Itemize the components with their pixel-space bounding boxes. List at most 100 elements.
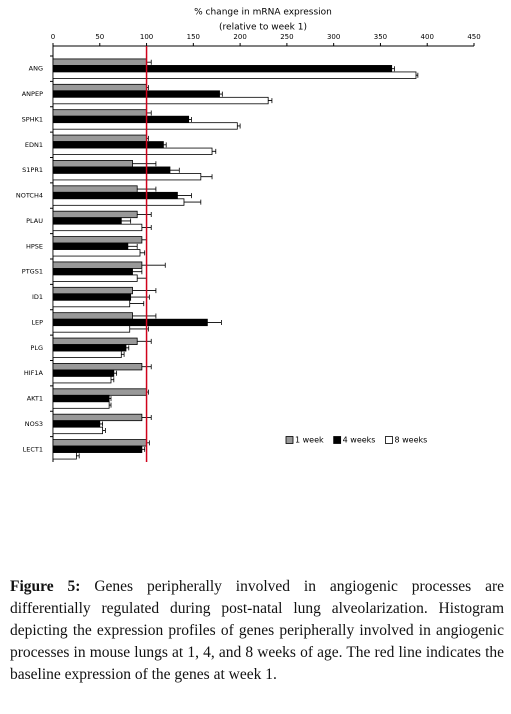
error-bar [137, 211, 152, 217]
error-bar [137, 338, 152, 344]
x-tick-label: 350 [374, 33, 387, 41]
y-tick-label: NOTCH4 [16, 192, 43, 200]
error-bar [137, 275, 147, 281]
error-bar [102, 427, 106, 433]
bar [52, 401, 110, 409]
bar [52, 344, 127, 352]
bar [52, 122, 238, 130]
bar [52, 261, 143, 269]
bar [52, 115, 190, 124]
y-tick-label: PTGS1 [22, 268, 43, 276]
x-tick-label: 250 [280, 33, 293, 41]
error-bar [200, 174, 213, 180]
error-bar [237, 123, 241, 129]
legend-swatch [385, 436, 393, 444]
y-tick-label: S1PR1 [22, 166, 43, 174]
bar [52, 71, 417, 79]
x-tick-label: 150 [187, 33, 200, 41]
bar [52, 274, 138, 282]
error-bar [132, 288, 157, 294]
caption: Figure 5: Genes peripherally involved in… [10, 576, 504, 686]
error-bar [141, 446, 146, 452]
error-bar [125, 345, 130, 351]
error-bar [391, 66, 395, 72]
error-bar [129, 301, 145, 307]
bar [52, 363, 143, 371]
error-bar [132, 161, 157, 167]
bar [52, 337, 138, 345]
bar [52, 160, 133, 168]
bar [52, 439, 147, 447]
bar [52, 445, 143, 453]
bar [52, 223, 143, 232]
bar [52, 185, 138, 193]
y-tick-label: HPSE [26, 242, 43, 250]
error-bar [129, 326, 149, 332]
error-bar [183, 199, 202, 205]
legend-label: 1 week [295, 436, 324, 445]
bar [52, 198, 185, 206]
bar [52, 388, 147, 396]
error-bar [169, 167, 180, 173]
bar [52, 394, 110, 403]
x-tick-label: 300 [327, 33, 340, 41]
y-tick-label: NOS3 [25, 420, 43, 428]
bar [52, 173, 202, 181]
chart-subtitle: (relative to week 1) [219, 23, 307, 33]
error-bar [146, 110, 152, 116]
bar [52, 58, 147, 66]
error-bar [140, 250, 146, 256]
bar [52, 210, 138, 219]
y-tick-label: PLAU [26, 217, 43, 225]
error-bar [109, 402, 112, 408]
y-tick-label: LECT1 [23, 445, 43, 453]
bar [52, 96, 269, 105]
bar [52, 147, 213, 155]
error-bar [268, 98, 273, 104]
error-bar [146, 59, 152, 65]
bar [52, 452, 77, 460]
error-bar [127, 243, 138, 249]
bar [52, 312, 133, 320]
bar [52, 293, 132, 301]
bar [52, 369, 115, 377]
error-bar [111, 377, 115, 383]
x-tick-label: 400 [421, 33, 434, 41]
error-bar [132, 313, 157, 319]
error-bar [177, 193, 192, 199]
y-tick-label: PLG [30, 344, 43, 352]
legend-swatch [285, 436, 294, 444]
error-bar [141, 262, 166, 268]
y-tick-label: ID1 [32, 293, 43, 301]
error-bar [163, 142, 167, 148]
bar [52, 166, 171, 174]
x-tick-label: 0 [51, 33, 55, 41]
legend-swatch [333, 436, 342, 444]
y-tick-label: EDN1 [25, 141, 43, 149]
y-tick-label: HIF1A [24, 369, 44, 377]
bar [52, 134, 147, 142]
bar [52, 413, 143, 422]
bar [52, 83, 147, 92]
error-bar [207, 319, 222, 325]
y-tick-label: LEP [31, 318, 43, 326]
bar [52, 236, 143, 244]
bar [52, 299, 131, 308]
error-bar [415, 72, 419, 78]
error-bar [219, 91, 223, 97]
bar [52, 242, 129, 250]
bar [52, 217, 122, 225]
x-tick-label: 200 [233, 33, 246, 41]
bar [52, 325, 131, 333]
bar [52, 268, 133, 276]
x-tick-label: 450 [467, 33, 480, 41]
bar [52, 318, 208, 327]
bar [52, 286, 133, 295]
bar [52, 65, 393, 73]
error-bar [121, 218, 132, 224]
caption-label: Figure 5: [10, 578, 81, 595]
y-tick-label: AKT1 [27, 395, 43, 403]
bar [52, 90, 220, 98]
error-bar [76, 453, 80, 459]
